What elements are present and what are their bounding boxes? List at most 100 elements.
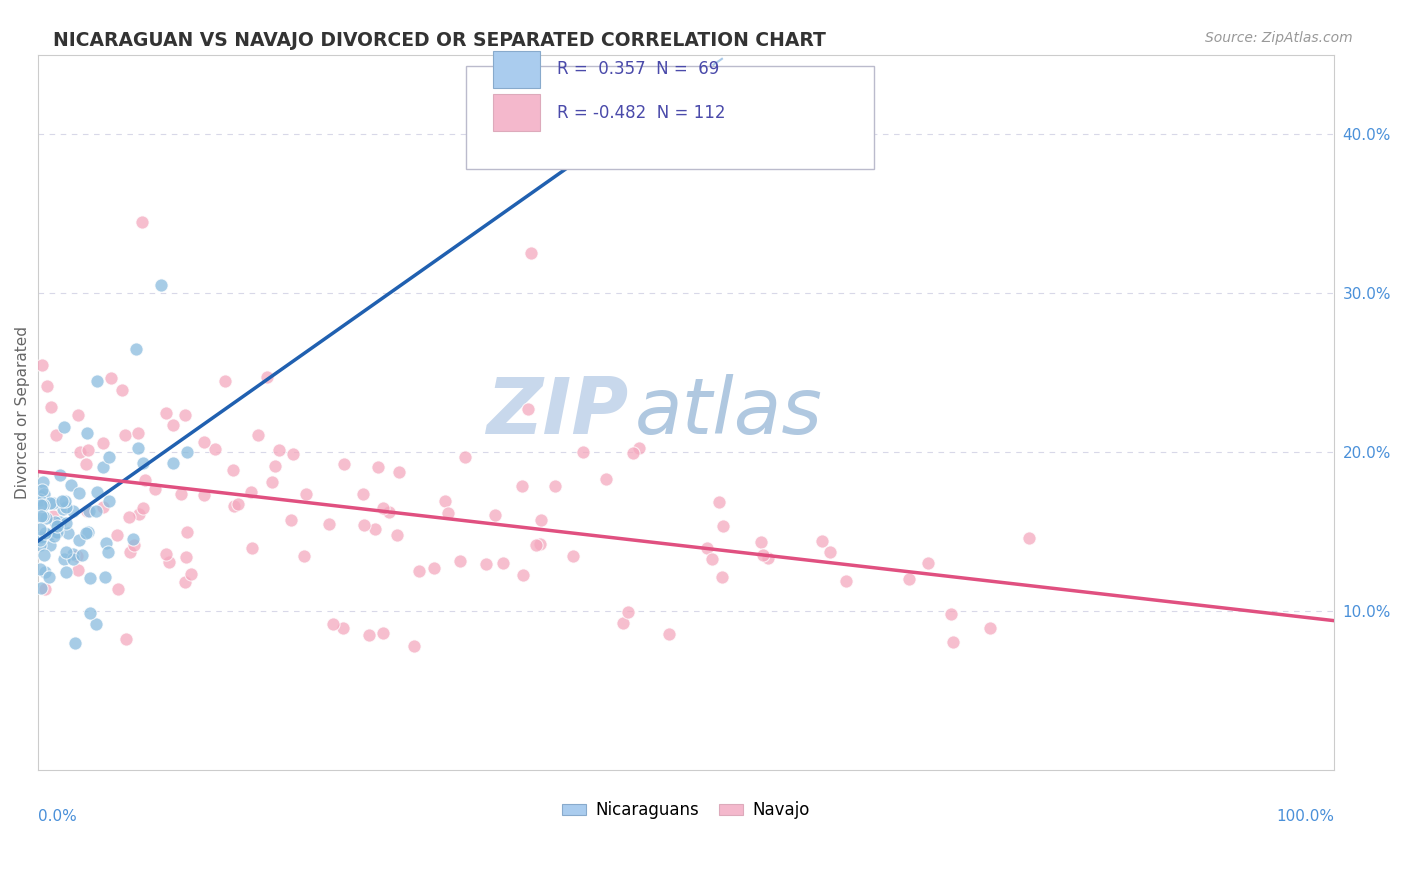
Point (122, 538, 145, 552)
Point (352, 487, 374, 501)
Point (174, 550, 197, 565)
Point (240, 484, 263, 499)
Point (385, 528, 408, 542)
Point (55, 565, 77, 579)
Point (56, 526, 79, 541)
Point (34, 566, 56, 580)
Point (835, 574, 858, 588)
Point (121, 533, 143, 547)
Point (30, 531, 52, 545)
Point (76, 504, 98, 518)
Point (449, 554, 471, 568)
Point (283, 447, 305, 461)
Point (100, 370, 122, 384)
Point (105, 527, 128, 541)
Point (31, 483, 53, 497)
Point (756, 550, 779, 565)
Point (28, 489, 51, 503)
Point (437, 506, 460, 520)
Legend: Nicaraguans, Navajo: Nicaraguans, Navajo (555, 795, 817, 826)
Point (204, 442, 226, 456)
Point (67, 408, 90, 422)
Point (529, 537, 551, 551)
Point (617, 605, 640, 619)
Point (55, 500, 77, 514)
Point (176, 525, 198, 540)
Point (38, 538, 60, 552)
Point (79, 607, 101, 621)
Point (162, 456, 184, 470)
Point (621, 446, 644, 460)
Point (118, 510, 141, 524)
Point (280, 513, 302, 527)
Point (155, 547, 177, 561)
Text: 0.0%: 0.0% (38, 809, 77, 824)
Point (30, 530, 52, 544)
Point (46, 519, 69, 533)
Point (749, 535, 772, 549)
Text: R =  0.357  N =  69: R = 0.357 N = 69 (557, 60, 718, 78)
Point (96, 535, 118, 549)
Point (224, 499, 246, 513)
Point (388, 465, 411, 479)
Point (55, 516, 77, 530)
Point (595, 472, 617, 486)
Point (62, 552, 84, 566)
FancyBboxPatch shape (465, 65, 875, 169)
Point (52, 502, 75, 516)
Point (38, 527, 60, 541)
Point (32, 548, 55, 562)
Point (180, 566, 202, 581)
Point (751, 548, 773, 562)
Point (38, 496, 60, 510)
Point (700, 552, 723, 566)
Point (114, 428, 136, 442)
Point (143, 482, 166, 496)
Point (131, 215, 153, 229)
Point (53, 493, 76, 508)
Point (124, 342, 146, 356)
Point (67, 563, 90, 577)
Point (75, 457, 97, 471)
Point (76, 443, 98, 458)
Point (111, 384, 134, 398)
Point (561, 549, 583, 563)
Point (132, 456, 155, 470)
Point (30, 493, 52, 508)
Point (107, 582, 129, 596)
Text: 100.0%: 100.0% (1277, 809, 1334, 824)
Point (155, 406, 177, 420)
Point (176, 445, 198, 459)
Point (246, 428, 269, 442)
Point (34, 582, 56, 597)
Point (84, 503, 107, 517)
Point (91, 436, 114, 450)
Point (917, 556, 939, 570)
Point (34, 526, 56, 541)
Point (62, 504, 84, 518)
Point (44, 515, 66, 529)
Text: ZIP: ZIP (485, 375, 628, 450)
Point (46, 524, 69, 539)
Point (810, 533, 832, 548)
Point (41, 496, 63, 510)
Point (262, 475, 284, 490)
Point (240, 541, 263, 556)
Point (69, 445, 91, 459)
Point (818, 545, 841, 559)
Point (353, 518, 375, 533)
Point (524, 538, 547, 552)
Point (66, 549, 89, 563)
Point (49, 468, 72, 483)
Point (132, 501, 155, 516)
Point (94, 570, 117, 584)
Point (98, 494, 121, 508)
Point (118, 545, 141, 559)
Point (332, 621, 354, 635)
Point (408, 564, 430, 578)
Point (193, 434, 215, 449)
Point (67, 486, 90, 500)
Point (134, 473, 156, 487)
Point (157, 555, 180, 569)
Point (32, 475, 55, 490)
